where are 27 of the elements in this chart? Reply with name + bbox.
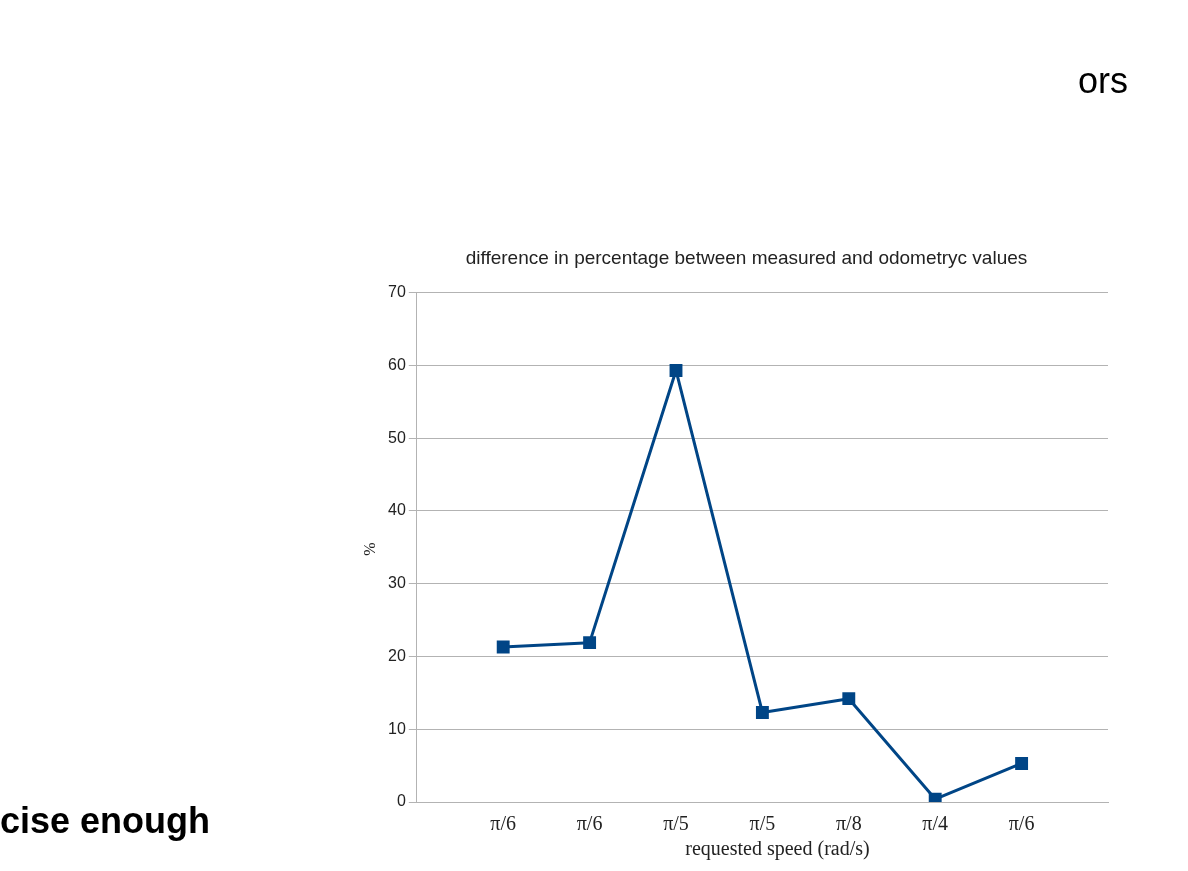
y-tick-label: 0: [396, 792, 406, 810]
text: ors: [1077, 60, 1128, 102]
x-tick-label: π/8: [835, 812, 862, 835]
point: [755, 706, 769, 719]
x-axis-title: requested speed (rad/s): [684, 837, 871, 860]
x-tick-label: π/6: [1008, 812, 1035, 835]
point: [496, 640, 510, 654]
x-tick-label: π/5: [663, 812, 689, 835]
x-tick-label: π/4: [922, 812, 949, 835]
x-tick-label: π/6: [490, 812, 517, 835]
point: [583, 636, 597, 650]
y-tick-label: 60: [388, 355, 406, 373]
text: cise enough: [0, 800, 211, 842]
y-tick-label: 70: [388, 283, 406, 301]
point: [842, 692, 856, 706]
y-tick-label: 50: [388, 428, 406, 446]
point: [928, 792, 942, 802]
chart-title: difference in percentage between measured and odometryc values: [464, 247, 1029, 269]
y-tick-label: 20: [388, 646, 406, 664]
y-tick-label: 10: [388, 719, 406, 737]
y-tick-label: 40: [388, 501, 406, 519]
x-tick-label: π/5: [749, 812, 776, 835]
x-tick-label: π/6: [576, 812, 603, 835]
y-axis-title: %: [360, 542, 379, 556]
point: [1015, 756, 1029, 770]
point: [669, 364, 683, 377]
y-tick-label: 30: [388, 574, 406, 592]
